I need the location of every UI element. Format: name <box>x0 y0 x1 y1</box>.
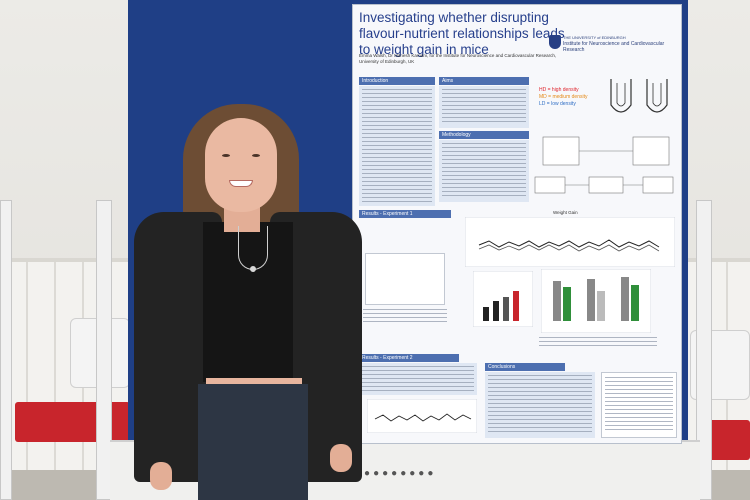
institution-line1: THE UNIVERSITY of EDINBURGH <box>563 35 626 40</box>
methodology-text <box>442 143 526 199</box>
presenter-smile <box>229 180 253 187</box>
presenter-hand-left <box>150 462 172 490</box>
results-bar-chart-small <box>473 271 533 327</box>
references-text <box>605 377 673 433</box>
density-legend: HD = high density MD = medium density LD… <box>539 87 609 108</box>
section-introduction: Introduction <box>359 77 435 85</box>
results2-text <box>362 366 474 392</box>
necklace-pendant-icon <box>250 266 256 272</box>
university-crest-icon <box>549 35 561 49</box>
results2-line-chart <box>367 399 477 433</box>
legend-ld: LD = low density <box>539 101 576 107</box>
legend-md: MD = medium density <box>539 94 588 100</box>
section-results-1: Results - Experiment 1 <box>359 210 451 218</box>
poster-authors: Emma Walsh, Dr Manesh Karnani, for the I… <box>359 53 557 64</box>
presenter-midriff <box>206 378 302 386</box>
section-methodology: Methodology <box>439 131 529 139</box>
presenter-top <box>203 222 293 382</box>
results-bar-chart-large <box>541 269 651 333</box>
institution-line2: Institute for Neuroscience and Cardiovas… <box>563 41 665 53</box>
section-conclusions: Conclusions <box>485 363 565 371</box>
section-results-2: Results - Experiment 2 <box>359 354 459 362</box>
chair-seat-left <box>15 402 130 442</box>
research-poster: Investigating whether disrupting flavour… <box>352 4 682 444</box>
presenter-eye-left <box>222 154 230 157</box>
weight-gain-chart-title: Weight Gain <box>553 210 578 215</box>
presenter-eye-right <box>252 154 260 157</box>
stand-holes: ●●●●●●●●● <box>355 468 437 479</box>
drinking-bottles-illustration <box>610 79 668 113</box>
presenter-necklace <box>238 226 268 270</box>
weight-gain-line-chart <box>465 217 675 267</box>
chair-seat-right <box>705 420 750 460</box>
results1-box-plot <box>365 253 445 305</box>
bar-chart-caption <box>539 337 657 347</box>
methodology-flow-diagram <box>534 136 674 194</box>
stand-post-far-left <box>0 200 12 500</box>
legend-hd: HD = high density <box>539 87 579 93</box>
introduction-text <box>362 89 432 203</box>
aims-text <box>442 89 526 125</box>
presenter-face <box>205 118 277 212</box>
results1-caption <box>363 309 447 323</box>
presenter-jeans <box>198 384 308 500</box>
conclusions-text <box>488 375 592 435</box>
institution-name: THE UNIVERSITY of EDINBURGH Institute fo… <box>563 35 681 53</box>
section-aims: Aims <box>439 77 529 85</box>
poster-title: Investigating whether disrupting flavour… <box>359 10 565 57</box>
presenter-hand-right <box>330 444 352 472</box>
